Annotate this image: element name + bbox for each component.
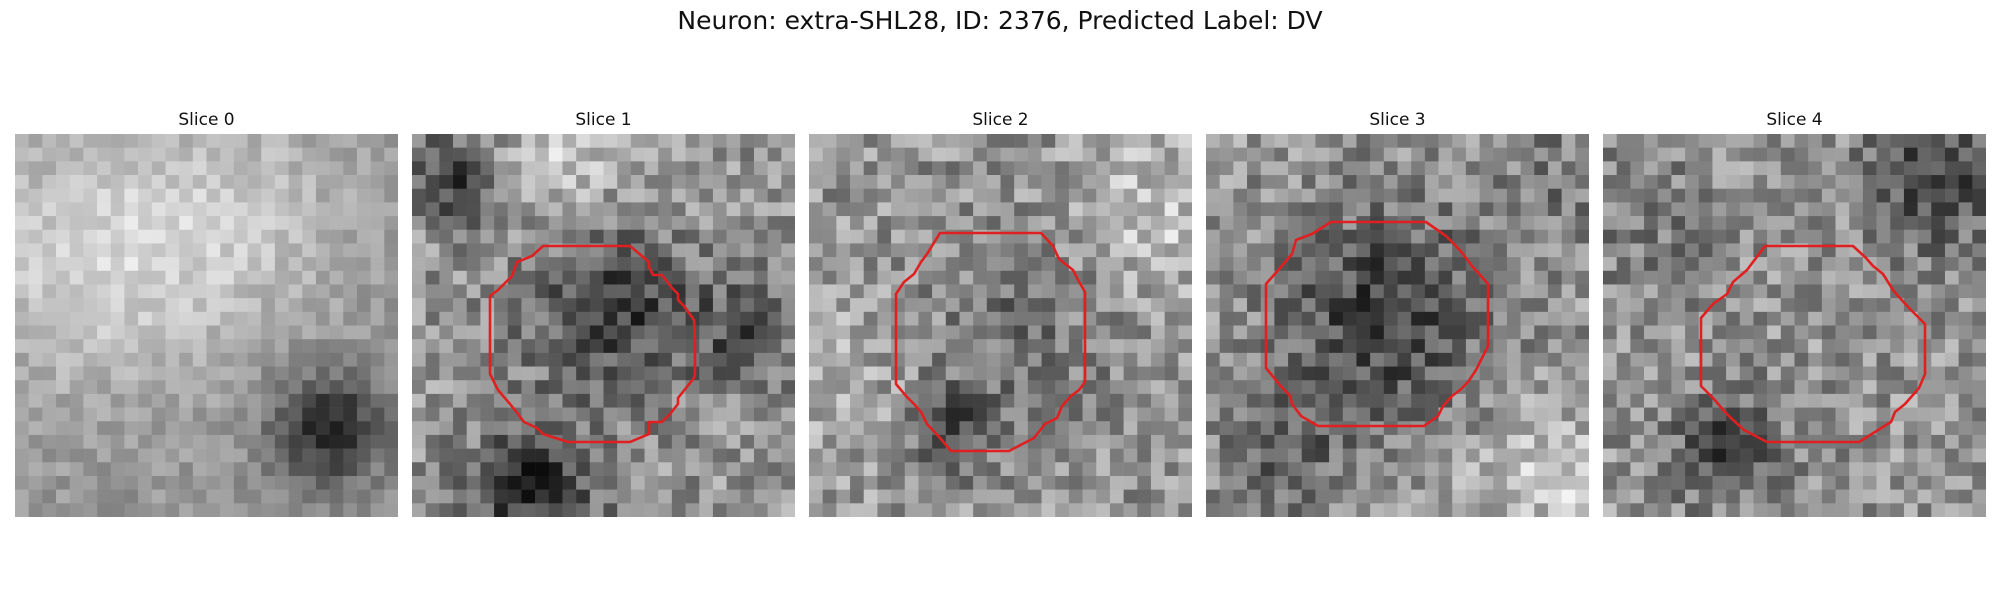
slice-title: Slice 1 (575, 110, 632, 130)
slice-panel-0: Slice 0 (15, 108, 398, 517)
slice-image-3 (1206, 134, 1589, 517)
slice-title: Slice 0 (178, 110, 235, 130)
slice-title: Slice 3 (1369, 110, 1426, 130)
slice-title: Slice 4 (1766, 110, 1823, 130)
roi-contour (1264, 220, 1490, 428)
slice-image-1 (412, 134, 795, 517)
slice-title: Slice 2 (972, 110, 1029, 130)
slice-image-4 (1603, 134, 1986, 517)
roi-contour (894, 231, 1087, 453)
slice-panel-4: Slice 4 (1603, 108, 1986, 517)
roi-contour (1699, 244, 1927, 444)
slice-panel-1: Slice 1 (412, 108, 795, 517)
figure-title: Neuron: extra-SHL28, ID: 2376, Predicted… (677, 6, 1323, 35)
roi-contour (488, 244, 697, 444)
slice-panel-3: Slice 3 (1206, 108, 1589, 517)
slice-image-2 (809, 134, 1192, 517)
slice-image-0 (15, 134, 398, 517)
slice-panel-2: Slice 2 (809, 108, 1192, 517)
